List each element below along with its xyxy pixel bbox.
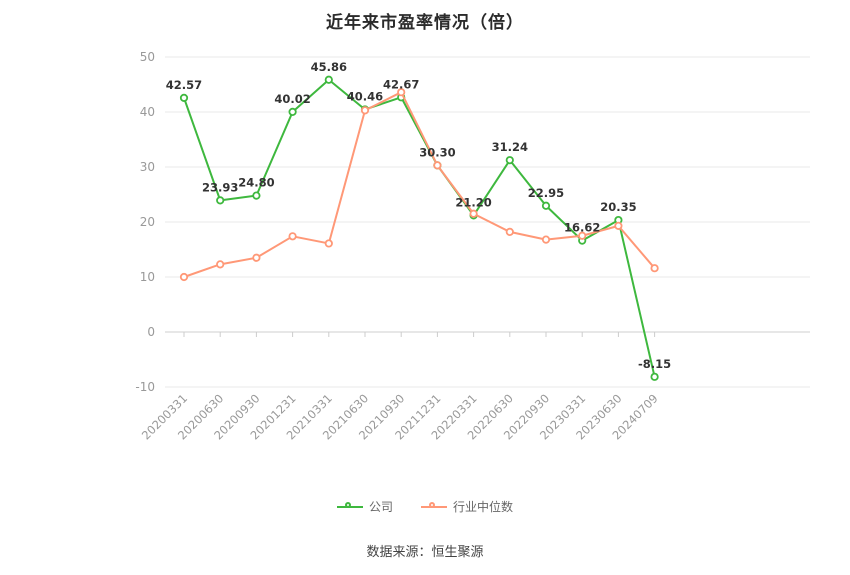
data-point xyxy=(469,209,478,218)
data-point xyxy=(578,231,587,240)
data-label: -8.15 xyxy=(638,357,671,371)
data-point xyxy=(288,232,297,241)
data-point xyxy=(252,253,261,262)
data-point xyxy=(288,107,297,116)
company-series-marker-icon xyxy=(336,501,363,512)
chart-title: 近年来市盈率情况（倍） xyxy=(326,13,524,33)
data-source-note: 数据来源：恒生聚源 xyxy=(366,545,484,560)
data-point xyxy=(541,201,551,210)
data-point xyxy=(505,156,514,165)
y-axis-tick-label: 0 xyxy=(147,325,155,339)
legend-label-company: 公司 xyxy=(368,500,393,514)
data-point xyxy=(541,235,551,244)
legend-item-industry-median[interactable]: 行业中位数 xyxy=(421,498,513,515)
data-point xyxy=(505,227,514,236)
data-label: 42.57 xyxy=(166,78,202,92)
y-axis-tick-label: 40 xyxy=(140,105,155,119)
chart-legend: 公司 行业中位数 xyxy=(0,498,850,515)
data-point xyxy=(360,106,370,115)
data-point xyxy=(433,161,442,170)
data-label: 23.93 xyxy=(202,180,238,194)
data-label: 24.80 xyxy=(238,176,274,190)
y-axis-tick-label: 30 xyxy=(140,160,155,174)
data-label: 21.20 xyxy=(455,195,491,209)
data-label: 20.35 xyxy=(600,200,636,214)
data-label: 45.86 xyxy=(311,60,347,74)
y-axis-tick-label: 50 xyxy=(140,50,155,64)
data-point xyxy=(179,93,189,102)
y-axis-tick-label: 10 xyxy=(140,270,155,284)
data-point xyxy=(324,75,333,84)
data-point xyxy=(252,191,261,200)
legend-item-company[interactable]: 公司 xyxy=(336,498,393,515)
data-point xyxy=(614,221,623,230)
industry-series-marker-icon xyxy=(421,501,447,512)
data-label: 31.24 xyxy=(492,140,528,154)
data-point xyxy=(216,260,225,269)
data-label: 40.46 xyxy=(347,89,383,103)
data-point xyxy=(179,272,189,282)
y-axis-tick-label: -10 xyxy=(135,380,155,394)
data-point xyxy=(650,264,659,273)
data-point xyxy=(324,239,333,248)
legend-label-industry-median: 行业中位数 xyxy=(453,500,514,514)
data-point xyxy=(397,88,406,97)
data-label: 22.95 xyxy=(528,186,564,200)
data-label: 42.67 xyxy=(383,77,419,91)
data-label: 40.02 xyxy=(274,92,310,106)
y-axis-tick-label: 20 xyxy=(140,215,155,229)
series-line-公司 xyxy=(183,78,656,378)
data-point xyxy=(216,196,225,205)
data-point xyxy=(650,372,659,381)
data-label: 30.30 xyxy=(419,145,455,159)
data-label: 16.62 xyxy=(564,221,600,235)
series-line-行业中位数 xyxy=(183,91,656,278)
